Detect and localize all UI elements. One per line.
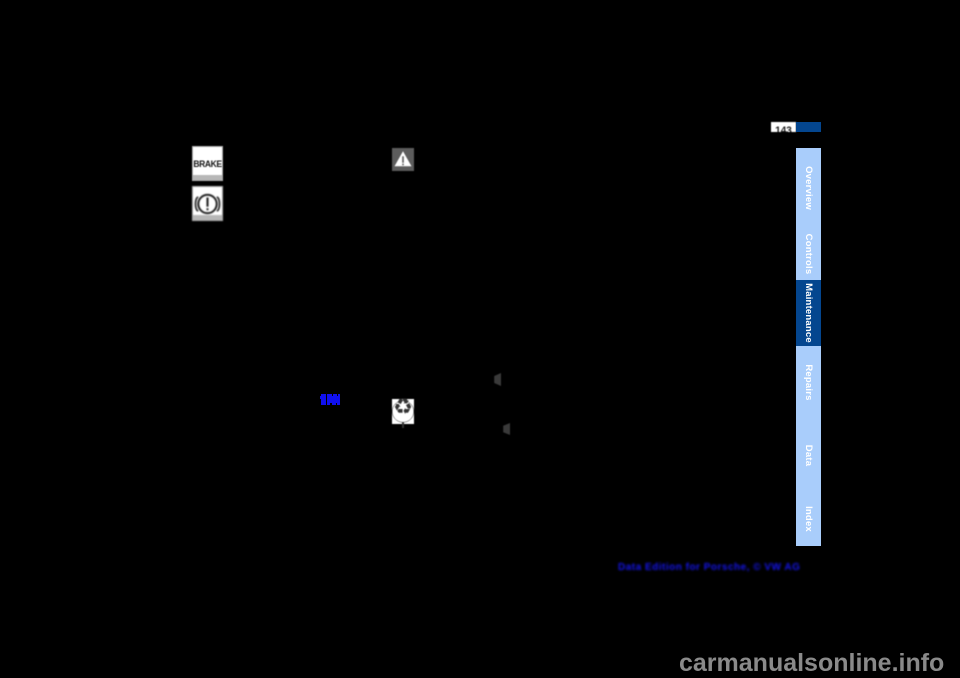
svg-text:Controls: Controls <box>803 234 814 275</box>
svg-text:Index: Index <box>803 506 814 532</box>
svg-text:Data: Data <box>803 445 814 467</box>
svg-text:143: 143 <box>775 125 792 132</box>
svg-text:Data Edition for Porsche, © VW: Data Edition for Porsche, © VW AG <box>618 562 800 573</box>
svg-text:Repairs: Repairs <box>803 364 814 400</box>
svg-text:carmanualsonline.info: carmanualsonline.info <box>679 649 944 677</box>
svg-text:BRAKE: BRAKE <box>193 159 222 169</box>
svg-text:Overview: Overview <box>803 166 814 210</box>
svg-text:Maintenance: Maintenance <box>803 283 814 343</box>
